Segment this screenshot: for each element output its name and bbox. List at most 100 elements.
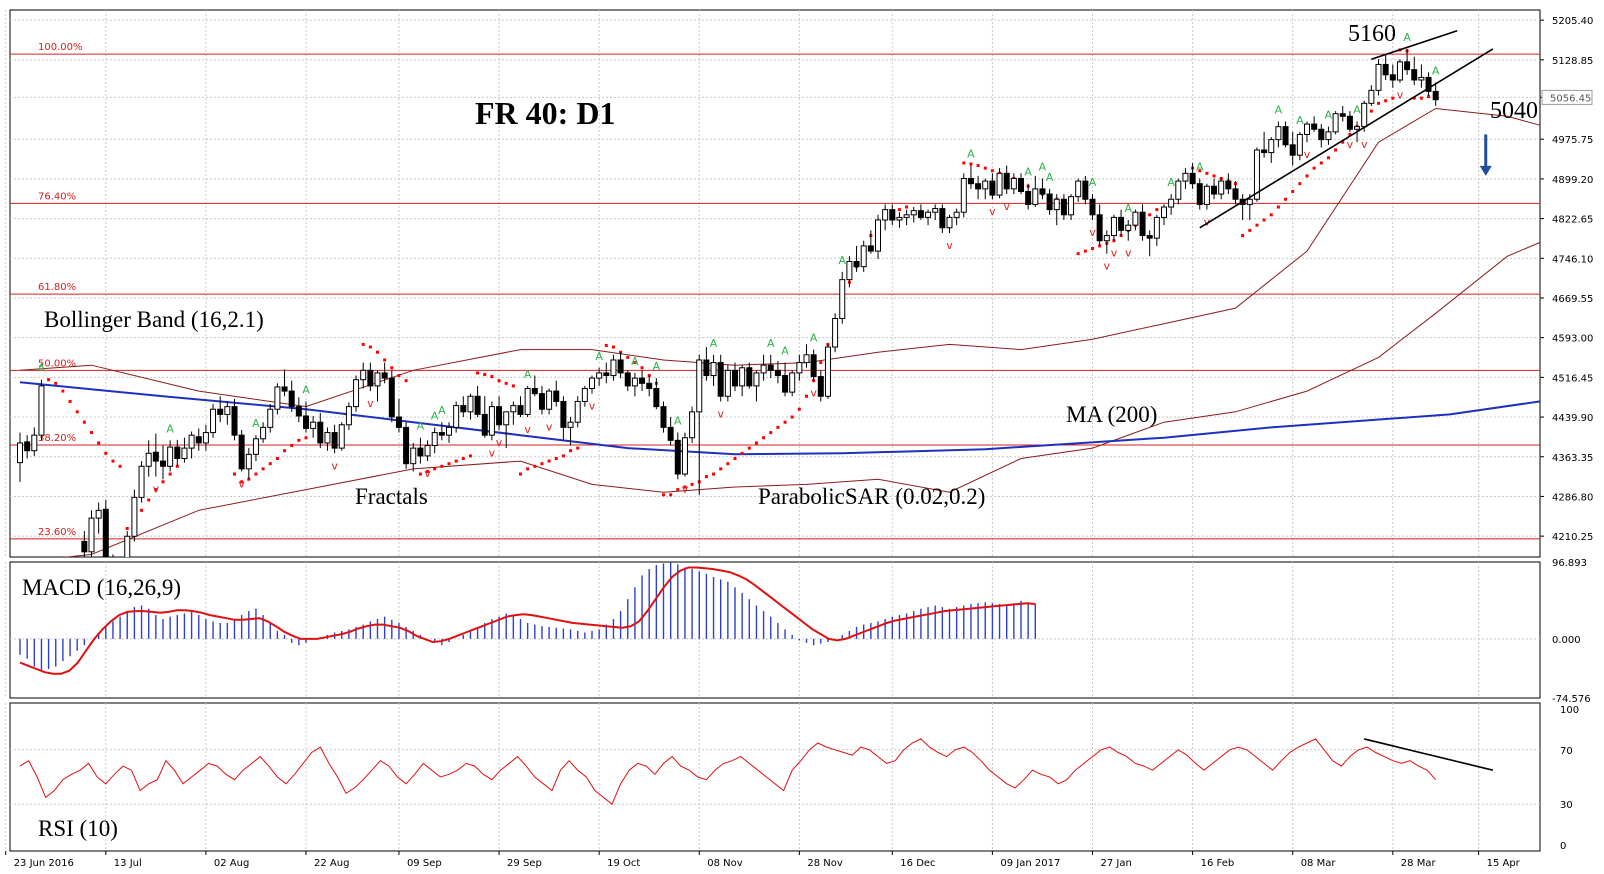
candle-body (1296, 133, 1303, 156)
fractal-down-marker: v (810, 387, 817, 400)
candle-body (438, 432, 445, 436)
sar-dot (740, 451, 744, 455)
fractal-down-marker: v (1089, 226, 1096, 239)
fractal-down-marker: v (1003, 200, 1010, 213)
fractal-up-marker: A (417, 420, 425, 433)
candle-body (1289, 144, 1296, 156)
candle-body (710, 362, 717, 377)
candle-body (1232, 188, 1239, 200)
candle-body (467, 395, 474, 413)
sar-dot (125, 526, 129, 530)
price-axis-label: 4286.80 (1552, 492, 1593, 503)
sar-dot (1427, 95, 1431, 99)
sar-dot (390, 366, 394, 370)
sar-dot (1319, 161, 1323, 165)
sar-dot (726, 462, 730, 466)
candle-body (932, 208, 939, 213)
candle-body (760, 364, 767, 374)
candle-body (488, 406, 495, 436)
fib-level-label: 100.00% (38, 42, 83, 53)
candle-body (510, 405, 517, 413)
fractal-up-marker: A (595, 350, 603, 363)
sar-dot (1205, 171, 1209, 175)
candle-body (925, 211, 932, 218)
candle-body (252, 438, 259, 455)
candle-body (553, 390, 560, 402)
candle-body (453, 405, 460, 428)
candle-body (102, 508, 109, 557)
current-price-box (1541, 89, 1593, 105)
sar-dot (168, 472, 172, 476)
sar-dot (418, 472, 422, 476)
candle-body (1096, 214, 1103, 242)
sar-dot (490, 375, 494, 379)
fractal-up-marker: A (710, 337, 718, 350)
sar-dot (404, 379, 408, 383)
candle-body (603, 372, 610, 377)
sar-dot (140, 508, 144, 512)
candle-body (589, 377, 595, 389)
candle-body (1211, 185, 1218, 195)
fractal-down-marker: v (589, 400, 596, 413)
candle-body (260, 426, 267, 440)
fractals-label: Fractals (355, 484, 428, 509)
price-axis-label: 4822.65 (1552, 215, 1593, 226)
candle-body (1161, 206, 1167, 218)
price-axis-label: 4975.75 (1552, 135, 1593, 146)
candle-body (689, 411, 696, 439)
sar-dot (1248, 228, 1252, 232)
candle-body (1025, 190, 1032, 205)
candle-body (174, 446, 181, 459)
price-axis-label: 4593.00 (1552, 334, 1593, 345)
sar-dot (669, 493, 673, 497)
candle-body (345, 406, 352, 426)
candle-body (1361, 102, 1368, 128)
candle-body (1060, 198, 1067, 216)
price-axis-label: 4669.55 (1552, 294, 1593, 305)
sar-dot (161, 480, 165, 484)
candle-body (617, 359, 624, 374)
candle-body (610, 359, 617, 377)
candle-body (274, 386, 281, 410)
candle-body (796, 362, 803, 374)
fractal-down-marker: v (1361, 138, 1368, 151)
rsi-axis-label: 30 (1560, 800, 1573, 811)
sar-dot (1348, 132, 1352, 136)
sar-dot (519, 472, 522, 476)
candle-body (1218, 180, 1225, 195)
candle-body (124, 535, 131, 557)
fractal-up-marker: A (1196, 161, 1204, 174)
sar-dot (511, 384, 515, 388)
date-axis-label: 13 Jul (114, 858, 142, 869)
fractal-down-marker: v (946, 239, 953, 252)
sar-dot (1391, 96, 1395, 100)
candle-body (746, 367, 753, 387)
candle-body (817, 376, 824, 397)
candle-body (1189, 172, 1196, 185)
candle-body (424, 445, 431, 457)
candle-body (1382, 63, 1389, 76)
sar-dot (1291, 189, 1295, 193)
sar-dot (290, 444, 294, 448)
sar-dot (82, 420, 86, 424)
candle-body (917, 210, 924, 218)
candle-body (281, 386, 288, 392)
fractal-up-marker: A (524, 368, 532, 381)
fractal-up-marker: A (1039, 161, 1047, 174)
candle-body (1039, 188, 1046, 195)
candle-body (782, 375, 789, 393)
bollinger-upper-band (19, 107, 1540, 408)
sar-dot (118, 464, 122, 468)
price-label-5160: 5160 (1348, 21, 1396, 47)
candle-body (717, 362, 724, 397)
fractal-down-marker: v (717, 407, 724, 420)
price-plot-area: 100.00%76.40%61.80%50.00%38.20%23.60%AA A… (10, 19, 1540, 557)
sar-dot (447, 462, 451, 466)
candle-body (624, 372, 631, 387)
fractal-up-marker: A (1124, 202, 1132, 215)
price-axis-label: 4746.10 (1552, 254, 1593, 265)
candle-body (639, 377, 646, 384)
candle-body (1153, 216, 1160, 239)
sar-dot (805, 394, 808, 398)
date-axis-label: 27 Jan (1101, 858, 1132, 869)
